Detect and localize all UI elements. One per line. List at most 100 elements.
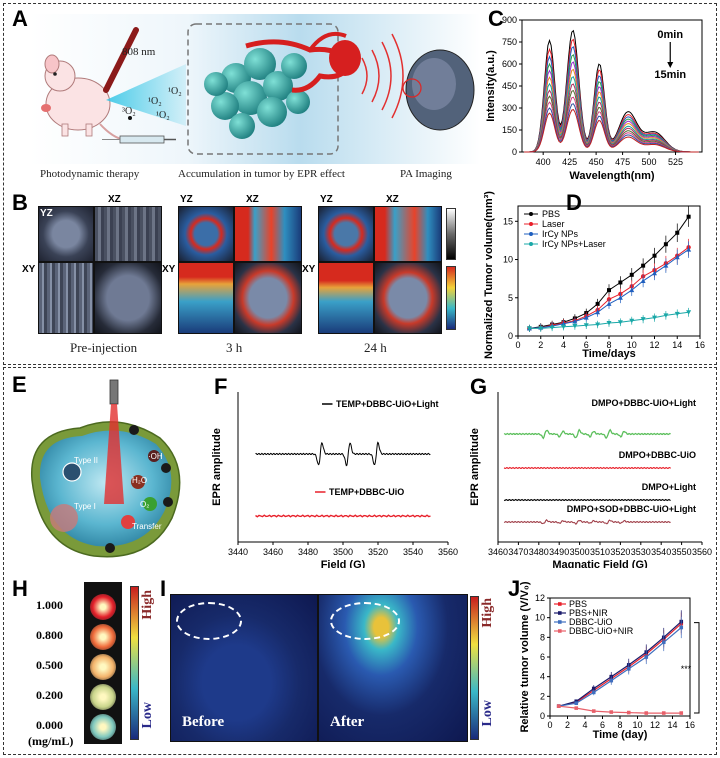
wavelength-label: 808 nm: [122, 46, 156, 58]
j-series-line-0: [558, 623, 682, 707]
laser-beam-e: [104, 404, 124, 504]
c-xtick-label-0: 400: [536, 157, 551, 167]
d-point-2-7: [606, 301, 612, 306]
d-xtick-label-0: 0: [515, 340, 520, 350]
top-section-frame: [3, 3, 717, 365]
view-label-yz-1: YZ: [40, 208, 53, 219]
pa-tile-pre-xy: [38, 262, 94, 334]
view-label-xy-3: XY: [302, 264, 316, 275]
j-legend-label-0: PBS: [569, 599, 587, 609]
colorbar-b-top: [446, 208, 456, 260]
g-legend-label-2: DMPO+Light: [642, 482, 696, 492]
j-point-2-6: [661, 640, 666, 645]
panel-label-f: F: [214, 374, 228, 399]
view-label-xy-1: XY: [22, 264, 36, 275]
g-xlabel: Magnatic Field (G): [552, 559, 648, 568]
concentration-dot-4: [90, 714, 116, 740]
pa-tile-3h-yz: [178, 206, 234, 262]
pa-tile-24h-yz: [318, 206, 374, 262]
c-arrow-head: [667, 62, 674, 68]
j-legend-label-3: DBBC-UiO+NIR: [569, 626, 634, 636]
caption-24h: 24 h: [364, 340, 387, 355]
j-point-3-6: [661, 711, 666, 715]
concentration-dot-0: [90, 594, 116, 620]
h-high-label: High: [140, 590, 155, 620]
caption-3h: 3 h: [226, 340, 243, 355]
j-legend-marker-0: [558, 602, 562, 606]
d-ytick-label-3: 15: [503, 216, 513, 226]
tag-h2o: H₂O: [132, 476, 148, 485]
view-label-xz-2: XZ: [246, 194, 259, 205]
view-label-xz-1: XZ: [108, 194, 121, 205]
panel-b: B YZ XZ YZ XZ YZ XZ XY XY XY Pre-injecti…: [10, 190, 480, 362]
g-series-line-0: [503, 428, 671, 440]
d-legend-label-1: Laser: [542, 219, 565, 229]
j-xtick-label-2: 4: [582, 720, 587, 730]
j-ytick-label-6: 12: [535, 593, 545, 603]
d-ytick-label-0: 0: [508, 331, 513, 341]
d-ylabel: Normalized Tumor volume(mm³): [483, 191, 495, 359]
g-xtick-label-7: 3530: [631, 547, 651, 557]
j-ytick-label-5: 10: [535, 613, 545, 623]
panel-g: G 3460 3470 3480 3490 3500 3510 3520 3530 3540 35…: [460, 372, 714, 569]
d-point-3-1: [538, 326, 544, 331]
j-point-2-5: [644, 655, 649, 659]
d-point-2-12: [663, 263, 669, 268]
j-xtick-label-1: 2: [565, 720, 570, 730]
d-xlabel: Time/days: [582, 348, 636, 360]
chart-g: 3460 3470 3480 3490 3500 3510 3520 3530 3540 3550…: [469, 392, 712, 568]
before-label: Before: [182, 714, 225, 730]
j-point-3-5: [644, 711, 649, 715]
conc-label-5: 0.000: [36, 718, 63, 732]
d-point-0-13: [675, 230, 680, 235]
j-series-line-1: [558, 621, 682, 707]
c-series-line-1: [524, 38, 699, 153]
c-ytick-label-0: 0: [512, 147, 517, 157]
g-xtick-label-4: 3500: [570, 547, 590, 557]
syringe-icon: [102, 135, 176, 144]
tag-type-ii: Type II: [74, 456, 99, 465]
d-point-3-2: [549, 325, 555, 331]
i-high-label: High: [480, 598, 495, 628]
concentration-dot-2: [90, 654, 116, 680]
d-point-3-12: [663, 313, 669, 318]
concentration-dots: [84, 582, 122, 744]
c-ytick-label-2: 300: [502, 103, 517, 113]
o2-label-3: ¹O₂: [156, 110, 170, 121]
j-series-line-3: [558, 705, 682, 714]
chart-f: 3440 3460 3480 3500 3520 3540 3560 Field (G) EPR…: [211, 392, 458, 568]
panel-a-illustration: [30, 14, 480, 164]
c-xtick-label-2: 450: [589, 157, 604, 167]
g-xtick-label-8: 3540: [651, 547, 671, 557]
c-ylabel: Intensity(a.u.): [485, 50, 497, 122]
view-label-yz-3: YZ: [320, 194, 333, 205]
panel-c: C 400 425 450 475 500 525 0 150 300 450 600 750 900 W…: [482, 6, 714, 186]
light-beam: [106, 64, 186, 126]
j-ytick-label-4: 8: [540, 632, 545, 642]
j-xtick-label-4: 8: [617, 720, 622, 730]
after-label: After: [330, 714, 365, 730]
panel-e: E ·OH Type II Type I H₂O O₂ Transfer: [10, 372, 196, 568]
j-ytick-label-3: 6: [540, 652, 545, 662]
j-point-3-7: [679, 711, 684, 715]
g-xtick-label-6: 3520: [610, 547, 630, 557]
f-xtick-label-4: 3520: [368, 547, 388, 557]
conc-label-1: 1.000: [36, 598, 63, 612]
d-point-2-9: [629, 287, 635, 293]
d-legend-label-0: PBS: [542, 209, 560, 219]
g-xtick-label-5: 3510: [590, 547, 610, 557]
j-point-1-2: [591, 686, 596, 691]
d-point-2-4: [572, 318, 578, 324]
j-legend-marker-2: [558, 620, 562, 624]
concentration-dot-3: [90, 684, 116, 710]
j-ylabel: Relative tumor volume (V/V₀): [519, 581, 531, 732]
g-series-line-3: [503, 518, 671, 526]
j-legend-label-2: DBBC-UiO: [569, 617, 613, 627]
d-point-3-10: [640, 317, 646, 322]
j-point-3-4: [626, 710, 631, 715]
j-legend-marker-3: [558, 629, 562, 633]
colorbar-b-bottom: [446, 266, 456, 330]
tumor-outline-before: [176, 602, 242, 640]
d-point-3-11: [652, 315, 657, 321]
f-legend-label-1: TEMP+DBBC-UiO: [329, 487, 404, 497]
